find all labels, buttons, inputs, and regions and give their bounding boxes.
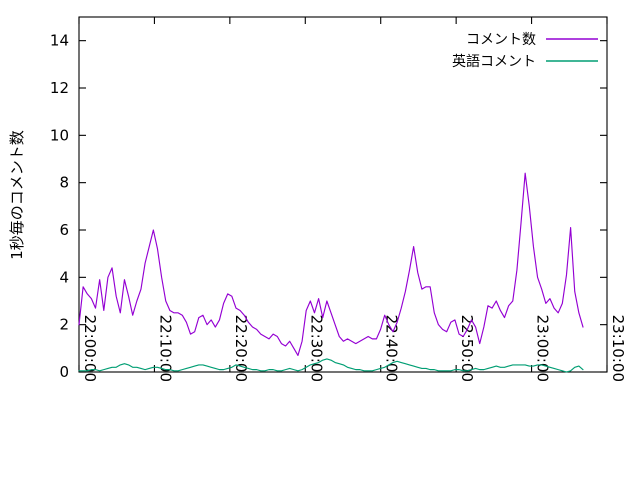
series-line-comments xyxy=(78,172,584,357)
x-tick-label: 22:30:00 xyxy=(307,315,325,382)
plot-frame xyxy=(78,16,608,373)
y-axis-ticks: 0 2 4 6 8 10 12 14 xyxy=(50,32,607,381)
y-tick-label: 2 xyxy=(59,316,69,334)
y-tick-label: 4 xyxy=(59,268,69,286)
y-tick-label: 14 xyxy=(50,32,69,50)
x-tick-label: 22:10:00 xyxy=(156,315,174,382)
y-axis-title: 1秒毎のコメント数 xyxy=(8,130,26,260)
legend-label: コメント数 xyxy=(466,32,536,48)
x-tick-label: 23:10:00 xyxy=(609,315,627,382)
x-tick-label: 22:50:00 xyxy=(458,315,476,382)
data-series-group xyxy=(78,172,584,373)
y-tick-label: 10 xyxy=(50,126,69,144)
x-tick-label: 22:00:00 xyxy=(81,315,99,382)
y-tick-label: 8 xyxy=(59,174,69,192)
x-tick-label: 22:40:00 xyxy=(383,315,401,382)
series-line-english-comments xyxy=(78,358,584,373)
y-tick-label: 6 xyxy=(59,221,69,239)
legend-label: 英語コメント xyxy=(452,53,536,70)
y-tick-label: 12 xyxy=(50,79,69,97)
x-axis-ticks: 22:00:00 22:10:00 22:20:00 22:30:00 22:40:00… xyxy=(78,17,627,382)
y-tick-label: 0 xyxy=(59,363,69,381)
